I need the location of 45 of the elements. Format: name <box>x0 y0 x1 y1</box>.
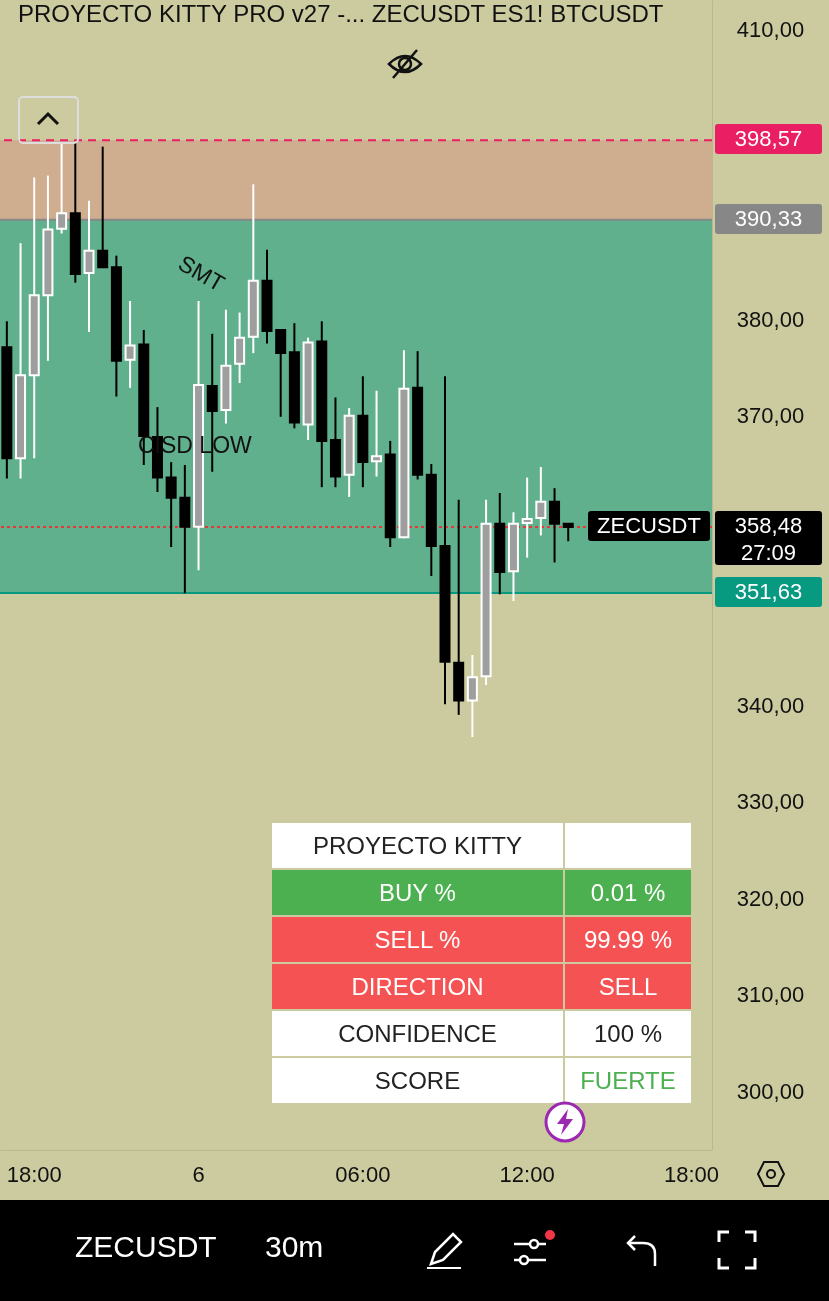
y-tick-label: 410,00 <box>736 17 805 43</box>
x-tick-label: 18:00 <box>663 1161 719 1187</box>
candlestick <box>549 487 561 564</box>
text: 27:09 <box>739 539 798 565</box>
annotation: PROYECTO KITTY <box>271 822 564 869</box>
y-tick-label: 370,00 <box>736 403 805 429</box>
annotation: CONFIDENCE <box>271 1010 564 1057</box>
candlestick <box>56 141 68 235</box>
annotation: 0.01 % <box>564 869 692 916</box>
annotation: SELL <box>564 963 692 1010</box>
annotation: DIRECTION <box>271 963 564 1010</box>
ref-line-label: 351,63 <box>715 577 822 608</box>
text: 30m <box>265 1230 324 1264</box>
x-tick-label: 18:00 <box>6 1161 62 1187</box>
x-tick-label: 06:00 <box>335 1161 391 1187</box>
candlestick <box>535 465 547 537</box>
annotation: 100 % <box>564 1010 692 1057</box>
candlestick <box>521 476 533 559</box>
annotation: 99.99 % <box>564 916 692 963</box>
annotation: FUERTE <box>564 1057 692 1104</box>
y-tick-label: 310,00 <box>736 982 805 1008</box>
x-tick-label: 6 <box>192 1161 205 1187</box>
ref-line-label: 398,57 <box>715 124 822 155</box>
annotation: SELL % <box>271 916 564 963</box>
candlestick <box>83 199 95 333</box>
chart-title: PROYECTO KITTY PRO v27 -... ZECUSDT ES1! BTCUSDT <box>18 0 664 28</box>
y-tick-label: 330,00 <box>736 789 805 815</box>
ref-line-label: 390,33 <box>715 203 822 234</box>
candlestick <box>466 654 478 739</box>
candlestick <box>371 389 383 478</box>
y-tick-label: 320,00 <box>736 885 805 911</box>
candlestick <box>124 300 136 389</box>
y-tick-label: 380,00 <box>736 306 805 332</box>
candlestick <box>97 145 109 269</box>
y-tick-label: 340,00 <box>736 692 805 718</box>
annotation: BUY % <box>271 869 564 916</box>
annotation: SMT <box>174 249 230 297</box>
y-tick-label: 300,00 <box>736 1078 805 1104</box>
annotation: ZECUSDT <box>588 510 710 541</box>
candlestick <box>275 328 287 418</box>
text: ZECUSDT <box>75 1230 217 1264</box>
annotation: SCORE <box>271 1057 564 1104</box>
x-tick-label: 12:00 <box>499 1161 555 1187</box>
candlestick <box>165 461 177 549</box>
ref-line-label: 358,48 <box>733 511 804 540</box>
